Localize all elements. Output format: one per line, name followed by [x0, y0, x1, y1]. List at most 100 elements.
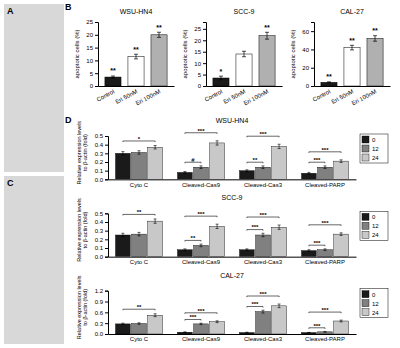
y-axis-title-line: to β-actin (fold) [82, 211, 88, 248]
legend-frame [360, 134, 388, 163]
x-axis-line [315, 86, 391, 87]
y-axis-title-line: Relative expression levels [76, 275, 82, 339]
x-tick-label: Cleaved-Cas3 [244, 336, 283, 342]
y-tick-label: 0.4 [95, 142, 104, 148]
x-tick-label: Eri 100nM [243, 88, 270, 106]
y-tick-label: 25 [86, 19, 93, 25]
legend-frame [360, 289, 388, 318]
x-axis: Cyto CCleaved-Cas9Cleaved-Cas3Cleaved-PA… [109, 180, 357, 188]
chart-title: CAL-27 [220, 272, 244, 279]
bar [132, 324, 147, 334]
x-axis-line [109, 257, 357, 258]
significance-label: *** [259, 131, 267, 137]
x-tick: Cleaved-PARP [305, 182, 345, 188]
legend-swatch [362, 231, 369, 238]
y-tick-label: 5 [198, 72, 202, 78]
bar [148, 147, 163, 179]
bar [239, 250, 254, 257]
y-axis: 0.00.30.60.91.2 [95, 288, 109, 337]
y-tick-label: 25 [194, 26, 201, 32]
bar [194, 324, 209, 334]
y-tick-label: 1.2 [95, 288, 104, 294]
y-tick-mark [105, 222, 108, 223]
y-tick-mark [95, 35, 98, 36]
y-tick: 1.2 [95, 288, 108, 294]
y-tick-mark [311, 86, 314, 87]
significance-label: * [220, 68, 223, 75]
y-tick-label: 0.6 [95, 310, 104, 316]
y-axis-title-line: apoptotic cells (%) [290, 29, 296, 78]
y-tick: 0 [198, 83, 206, 89]
y-tick: 5 [90, 71, 98, 77]
significance-label: ** [253, 157, 258, 163]
x-tick-label: Cleaved-PARP [305, 182, 345, 188]
legend-label: 0 [372, 137, 376, 143]
y-tick-mark [203, 86, 206, 87]
bar [177, 250, 192, 257]
y-axis-title: Relative expression levelsto β-actin (fo… [76, 275, 88, 339]
legend-swatch [362, 136, 369, 143]
bar [194, 245, 209, 256]
significance-label: ** [133, 46, 139, 53]
legend-label: 24 [372, 232, 379, 238]
y-tick-mark [105, 323, 108, 324]
y-tick-mark [105, 248, 108, 249]
plot-marks [115, 304, 348, 334]
y-tick-mark [311, 49, 314, 50]
significance-label: ** [349, 37, 355, 44]
y-axis: 0204060 [302, 23, 314, 90]
panel-label: C [7, 178, 14, 188]
bar [132, 152, 147, 179]
y-tick-mark [105, 291, 108, 292]
error-bar [307, 332, 310, 333]
significance-label: *** [321, 220, 329, 226]
y-tick-label: 0 [90, 83, 94, 89]
plot-marks [115, 141, 348, 180]
legend-swatch [362, 154, 369, 161]
x-tick-label: Control [312, 88, 332, 102]
x-tick: Control [204, 88, 224, 102]
y-tick: 0.4 [95, 219, 108, 225]
y-tick: 40 [302, 47, 314, 53]
y-tick-mark [105, 302, 108, 303]
bar [194, 167, 209, 179]
error-bar [138, 232, 141, 235]
y-axis-title: apoptotic cells (%) [74, 29, 80, 78]
y-tick-label: 5 [90, 71, 94, 77]
plot-marks [115, 219, 348, 257]
y-tick-label: 10 [86, 58, 93, 64]
bar [132, 234, 147, 257]
x-tick: Cyto C [130, 259, 149, 265]
significance-label: ** [110, 67, 116, 74]
error-bar [216, 321, 219, 323]
y-tick: 0.6 [95, 310, 108, 316]
y-tick: 20 [86, 32, 98, 38]
bar [128, 57, 144, 86]
y-tick: 15 [86, 45, 98, 51]
x-tick-label: Cleaved-PARP [305, 259, 345, 265]
y-tick-mark [311, 31, 314, 32]
y-tick-label: 10 [194, 61, 201, 67]
chart-title: SCC-9 [221, 194, 242, 201]
y-axis-title-line: apoptotic cells (%) [182, 29, 188, 78]
bar [301, 251, 316, 257]
y-tick: 0.3 [95, 151, 108, 157]
bar-chart: 0510152025ControlEri 50nMEri 100nMWSU-HN… [74, 8, 175, 106]
error-bar [200, 166, 203, 169]
x-tick: Eri 100nM [351, 88, 378, 106]
error-bar [278, 304, 281, 308]
error-bar [245, 170, 248, 172]
y-tick-mark [105, 171, 108, 172]
y-tick: 0.3 [95, 321, 108, 327]
y-tick: 0.5 [95, 211, 108, 217]
y-tick-label: 0.9 [95, 299, 104, 305]
error-bar [340, 160, 343, 163]
x-tick: Control [96, 88, 116, 102]
error-bar [265, 32, 269, 39]
legend-label: 12 [372, 223, 379, 229]
x-tick-label: Cleaved-Cas3 [244, 182, 283, 188]
x-tick: Eri 100nM [243, 88, 270, 106]
error-bar [121, 323, 124, 324]
y-tick: 20 [194, 38, 206, 44]
y-tick-label: 60 [302, 29, 309, 35]
